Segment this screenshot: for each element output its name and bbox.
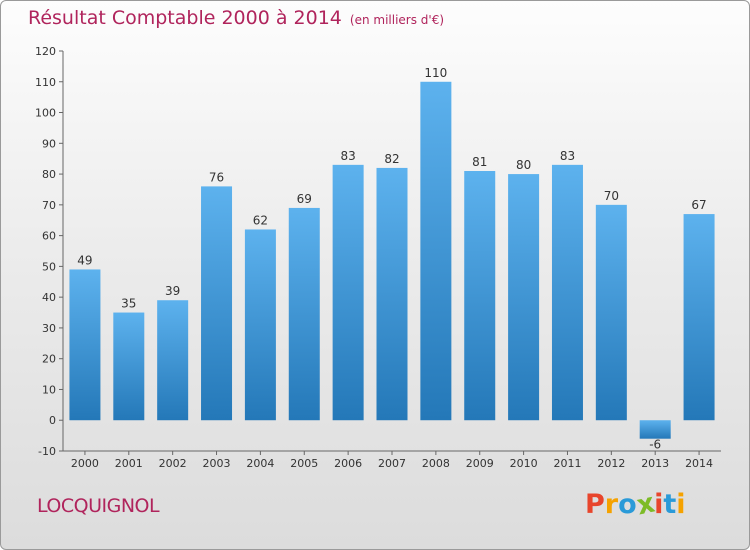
y-tick-label: 80 xyxy=(42,168,56,181)
axis-layer: -10 0 10 20 30 40 50 60 70 80 90 100 110 120 2000 2001 2… xyxy=(35,45,721,470)
label-layer: 49 35 39 76 62 69 83 82 110 81 80 83 70 -6 67 xyxy=(77,66,706,452)
logo-letter: i xyxy=(676,489,686,520)
value-label-2011: 83 xyxy=(560,149,575,163)
x-tick-label-2009: 2009 xyxy=(466,457,494,470)
bar-2003 xyxy=(201,186,233,421)
bar-layer xyxy=(69,81,715,439)
x-tick-label-2004: 2004 xyxy=(246,457,274,470)
x-tick-label-2002: 2002 xyxy=(159,457,187,470)
bar-2000 xyxy=(69,269,101,421)
x-tick-label-2007: 2007 xyxy=(378,457,406,470)
bar-2010 xyxy=(508,174,540,421)
x-tick-label-2010: 2010 xyxy=(510,457,538,470)
y-tick-label: 30 xyxy=(42,322,56,335)
proxiti-logo[interactable]: Proxiti xyxy=(585,488,686,522)
y-tick-label: 40 xyxy=(42,291,56,304)
value-label-2007: 82 xyxy=(384,152,399,166)
bar-2001 xyxy=(113,312,145,421)
value-label-2002: 39 xyxy=(165,284,180,298)
chart-title: Résultat Comptable 2000 à 2014 (en millie… xyxy=(28,7,445,29)
logo-letter: t xyxy=(663,489,677,520)
bar-2007 xyxy=(376,167,408,421)
value-label-2014: 67 xyxy=(691,198,706,212)
x-tick-label-2012: 2012 xyxy=(597,457,625,470)
commune-name: LOCQUIGNOL xyxy=(37,495,160,517)
logo-letter: i xyxy=(654,489,664,520)
value-label-2008: 110 xyxy=(424,66,447,80)
bar-2012 xyxy=(595,204,627,421)
value-label-2005: 69 xyxy=(297,192,312,206)
y-tick-label: 70 xyxy=(42,199,56,212)
bar-2014 xyxy=(683,214,715,421)
bar-2006 xyxy=(332,164,364,421)
bar-2004 xyxy=(244,229,276,421)
value-label-2010: 80 xyxy=(516,158,531,172)
value-label-2001: 35 xyxy=(121,297,136,311)
y-tick-label: 120 xyxy=(35,45,56,58)
y-tick-label: -10 xyxy=(38,445,56,458)
y-tick-label: 50 xyxy=(42,260,56,273)
y-tick-label: 100 xyxy=(35,107,56,120)
x-tick-label-2000: 2000 xyxy=(71,457,99,470)
value-label-2013: -6 xyxy=(649,438,661,452)
x-tick-label-2014: 2014 xyxy=(685,457,713,470)
value-label-2006: 83 xyxy=(340,149,355,163)
y-tick-label: 90 xyxy=(42,137,56,150)
bar-2011 xyxy=(551,164,583,421)
x-tick-label-2008: 2008 xyxy=(422,457,450,470)
x-tick-label-2006: 2006 xyxy=(334,457,362,470)
x-tick-label-2005: 2005 xyxy=(290,457,318,470)
value-label-2009: 81 xyxy=(472,155,487,169)
y-tick-label: 110 xyxy=(35,76,56,89)
value-label-2003: 76 xyxy=(209,170,224,184)
value-label-2000: 49 xyxy=(77,253,92,267)
logo-letter: o xyxy=(618,489,637,520)
y-tick-label: 60 xyxy=(42,230,56,243)
bar-2013 xyxy=(639,420,671,439)
bar-2002 xyxy=(157,300,189,421)
y-tick-label: 10 xyxy=(42,383,56,396)
chart-subtitle: (en milliers d'€) xyxy=(349,13,445,27)
logo-letter: P xyxy=(585,489,605,520)
logo-letter: r xyxy=(604,489,619,520)
bar-2008 xyxy=(420,81,452,421)
x-tick-label-2003: 2003 xyxy=(203,457,231,470)
value-label-2004: 62 xyxy=(253,213,268,227)
y-tick-label: 20 xyxy=(42,353,56,366)
bar-2005 xyxy=(288,207,320,421)
bar-2009 xyxy=(464,171,496,421)
x-tick-label-2013: 2013 xyxy=(641,457,669,470)
y-tick-label: 0 xyxy=(49,414,56,427)
x-tick-label-2011: 2011 xyxy=(553,457,581,470)
value-label-2012: 70 xyxy=(604,189,619,203)
x-tick-label-2001: 2001 xyxy=(115,457,143,470)
